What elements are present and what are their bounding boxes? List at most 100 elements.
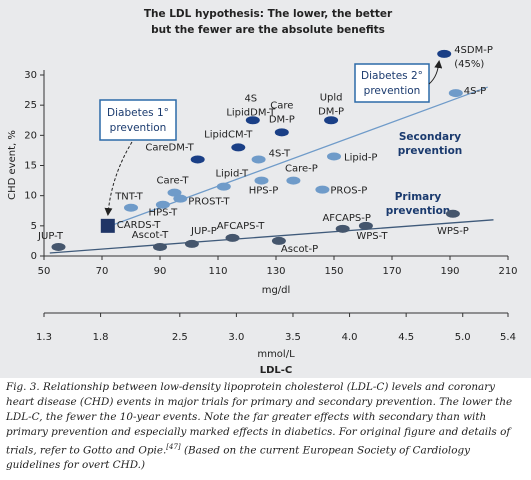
x2-tick-label: 3.0	[228, 332, 244, 343]
y-tick-label: 15	[24, 161, 37, 172]
y-tick-label: 5	[31, 221, 37, 232]
x2-tick-label: 1.3	[36, 332, 52, 343]
point	[254, 176, 269, 185]
annotation-box	[99, 99, 177, 141]
x-axis-label: mg/dl	[262, 285, 291, 296]
point	[335, 224, 350, 233]
point-label: LipidDM-T	[226, 107, 276, 118]
x-tick-label: 150	[324, 266, 343, 277]
point-label: 4S	[244, 93, 257, 104]
point-label: LipidCM-T	[204, 129, 253, 140]
x2-axis-title: LDL-C	[260, 365, 293, 376]
x-tick-label: 190	[440, 266, 459, 277]
arrow	[428, 60, 443, 85]
point	[245, 116, 260, 125]
x2-tick-label: 1.8	[93, 332, 109, 343]
point	[327, 152, 341, 161]
x2-tick-label: 4.0	[342, 332, 358, 343]
point	[225, 233, 240, 242]
point	[216, 182, 231, 191]
y-tick-label: 30	[24, 70, 37, 81]
point-label: WPS-P	[437, 226, 469, 237]
point-label: (45%)	[454, 59, 484, 70]
point-label: Ascot-P	[281, 244, 318, 255]
trend-line	[49, 219, 494, 254]
annotation: prevention	[110, 122, 167, 134]
x-tick-label: 210	[498, 266, 517, 277]
point-label: Lipid-T	[215, 169, 249, 180]
point-label: DM-P	[269, 114, 295, 125]
chart: The LDL hypothesis: The lower, the bette…	[0, 0, 531, 378]
point	[167, 188, 182, 197]
point-label: AFCAPS-P	[322, 213, 370, 224]
caption-ref: [47]	[166, 443, 181, 451]
annotation: prevention	[364, 85, 421, 97]
point-label: JUP-T	[37, 231, 64, 242]
point-label: PROS-P	[330, 186, 367, 197]
point-label: Upld	[320, 92, 343, 103]
point	[286, 176, 301, 185]
point	[271, 236, 286, 245]
annotation-box	[354, 63, 430, 103]
point	[437, 49, 452, 58]
caption-text: Relationship between low-density lipopro…	[6, 381, 513, 457]
point	[155, 200, 170, 209]
x2-axis-label: mmol/L	[257, 349, 295, 360]
point-label: TNT-T	[114, 192, 143, 203]
point-label: Care-P	[285, 164, 318, 175]
point-label: CareDM-T	[145, 142, 194, 153]
point-label: WPS-T	[356, 231, 388, 242]
point-label: Care-T	[157, 176, 190, 187]
point-label: 4SDM-P	[454, 45, 493, 56]
y-tick-label: 25	[24, 100, 37, 111]
point	[124, 203, 138, 212]
annotation: Secondary	[399, 131, 461, 143]
annotation: Diabetes 1°	[107, 107, 169, 119]
annotation: prevention	[386, 205, 451, 217]
point-label: Care	[270, 100, 293, 111]
x2-tick-label: 5.4	[500, 332, 516, 343]
point	[173, 194, 188, 203]
point	[358, 221, 373, 230]
x2-tick-label: 3.5	[285, 332, 301, 343]
y-tick-label: 0	[31, 251, 37, 262]
point	[190, 155, 205, 164]
point-label: Ascot-T	[132, 230, 169, 241]
x2-tick-label: 4.5	[398, 332, 414, 343]
point-label: DM-P	[318, 106, 344, 117]
x-tick-label: 170	[382, 266, 401, 277]
y-axis-label: CHD event, %	[7, 130, 18, 200]
annotation: prevention	[398, 145, 463, 157]
x-tick-label: 130	[266, 266, 285, 277]
chart-title: but the fewer are the absolute benefits	[151, 24, 385, 36]
x2-tick-label: 2.5	[172, 332, 188, 343]
point	[315, 185, 330, 194]
point	[251, 155, 266, 164]
point-label: HPS-P	[249, 186, 279, 197]
point-label: PROST-T	[188, 197, 230, 208]
point-label: CARDS-T	[117, 220, 162, 231]
point-label: JUP-P	[190, 226, 217, 237]
annotation: Diabetes 2°	[361, 70, 423, 82]
caption: Fig. 3. Relationship between low-density…	[6, 380, 525, 473]
point	[51, 242, 66, 251]
point	[231, 143, 246, 152]
x-tick-label: 90	[154, 266, 167, 277]
point	[184, 239, 199, 248]
arrow	[104, 141, 133, 216]
x-tick-label: 70	[96, 266, 109, 277]
x2-tick-label: 5.0	[455, 332, 471, 343]
y-tick-label: 10	[24, 191, 37, 202]
y-tick-label: 20	[24, 130, 37, 141]
point-label: AFCAPS-T	[217, 221, 265, 232]
x-tick-label: 50	[38, 266, 51, 277]
caption-fig: Fig. 3.	[6, 381, 40, 393]
chart-background	[0, 0, 531, 378]
annotation: Primary	[395, 191, 442, 203]
caption-note: (Based on the current European Society o…	[6, 444, 470, 472]
point-label: HPS-T	[149, 208, 179, 219]
point	[448, 89, 463, 98]
point	[445, 209, 460, 218]
point-label: Lipid-P	[344, 152, 377, 163]
